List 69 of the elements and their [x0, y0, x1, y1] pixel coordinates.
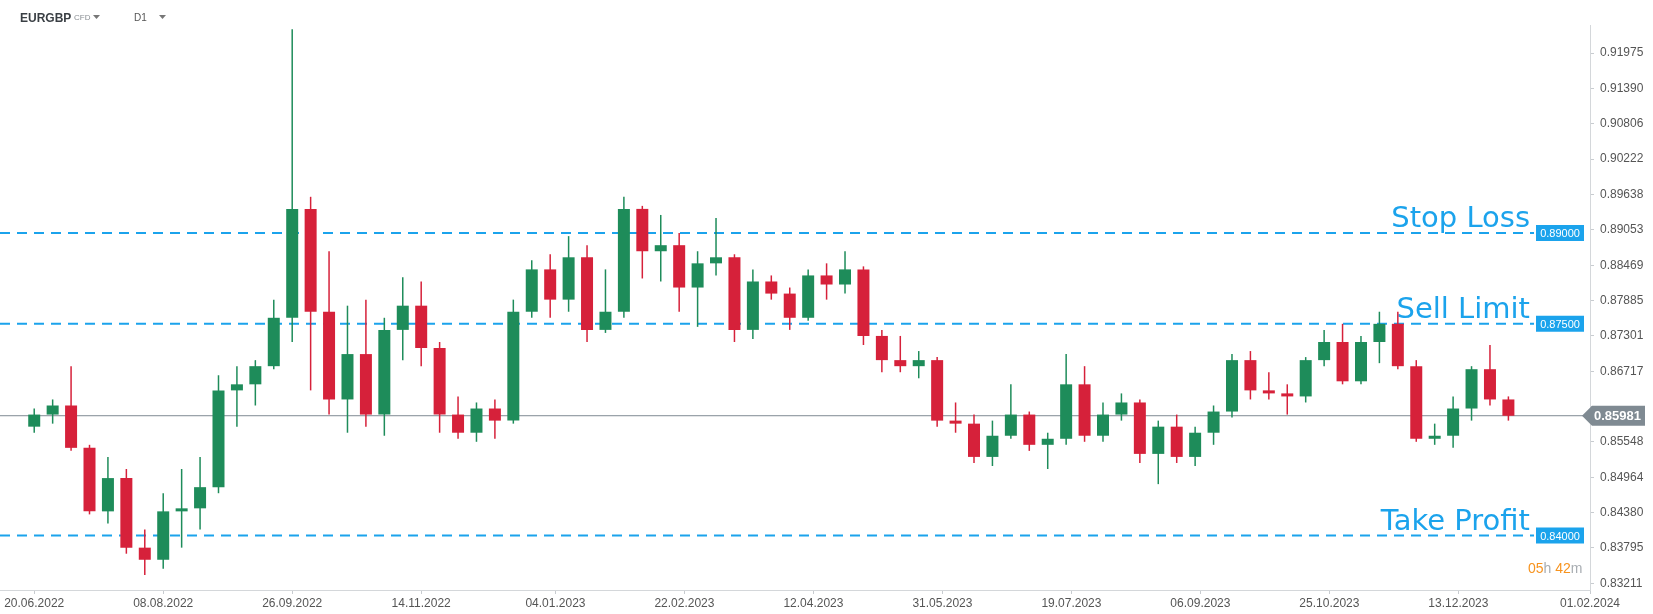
ref-line-label: 0.85981 [1594, 408, 1641, 424]
y-tick-label: 0.89638 [1600, 186, 1644, 201]
annotation: 0.84000 [1540, 529, 1580, 542]
ref-line-label: Sell Limit [1396, 290, 1530, 325]
y-tick-label: 0.89053 [1600, 222, 1644, 237]
candlestick [912, 350, 925, 380]
candlestick [986, 419, 999, 467]
y-tick-label: 0.87885 [1600, 292, 1644, 307]
candlestick [839, 250, 852, 295]
x-tick-label: 08.08.2022 [133, 595, 194, 610]
y-tick-label: 0.84380 [1600, 504, 1644, 519]
candlestick [230, 365, 243, 428]
candlestick [1207, 404, 1220, 446]
candlestick [138, 528, 151, 576]
annotation: 0.89000 [1540, 227, 1580, 240]
candlestick [1318, 329, 1331, 367]
candlestick [599, 268, 612, 334]
y-tick-label: 0.84964 [1600, 469, 1644, 484]
y-tick-label: 0.83795 [1600, 540, 1644, 555]
x-tick-label: 20.06.2022 [4, 595, 65, 610]
annotation: 0.87500 [1540, 317, 1580, 330]
chart-subtitle: CFD [74, 13, 91, 22]
x-tick-label: 19.07.2023 [1041, 595, 1102, 610]
candlestick [820, 262, 833, 301]
x-tick-label: 06.09.2023 [1170, 595, 1231, 610]
candlestick [1097, 401, 1109, 443]
candlestick [249, 359, 262, 407]
x-tick-label: 13.12.2023 [1428, 595, 1489, 610]
candlestick [452, 395, 465, 440]
x-tick-label: 22.02.2023 [654, 595, 715, 610]
y-tick-label: 0.88469 [1600, 257, 1644, 272]
x-tick-label: 31.05.2023 [912, 595, 973, 610]
x-tick-label: 12.04.2023 [783, 595, 844, 610]
y-tick-label: 0.86717 [1600, 363, 1644, 378]
x-tick-label: 26.09.2022 [262, 595, 323, 610]
text: D1 [134, 12, 147, 23]
candlestick [765, 274, 778, 301]
y-tick-label: 0.87301 [1600, 328, 1644, 343]
candlestick [894, 335, 907, 373]
candlestick [949, 401, 962, 434]
candlestick [654, 214, 667, 283]
candlestick [1004, 383, 1017, 440]
annotation: 05h 42m [1528, 560, 1583, 576]
candlestick [1281, 383, 1294, 416]
y-tick-label: 0.91975 [1600, 45, 1644, 60]
candlestick [1041, 431, 1054, 470]
y-tick-label: 0.90806 [1600, 116, 1644, 131]
y-tick-label: 0.90222 [1600, 151, 1644, 166]
candlestick [710, 217, 723, 277]
candlestick [1115, 392, 1128, 422]
candlestick [488, 398, 501, 440]
candlestick [28, 407, 41, 434]
chart-title: EURGBP [20, 11, 72, 25]
candlestick [1373, 310, 1386, 364]
ref-line-label: Take Profit [1379, 502, 1530, 537]
y-tick-label: 0.83211 [1600, 575, 1643, 590]
x-tick-label: 14.11.2022 [391, 595, 452, 610]
candlestick [175, 468, 188, 549]
candlestick [46, 398, 59, 425]
x-tick-label: 01.02.2024 [1559, 595, 1621, 610]
candlestick [1262, 371, 1275, 401]
x-tick-label: 25.10.2023 [1299, 595, 1360, 610]
candlestick [1428, 422, 1441, 446]
y-tick-label: 0.91390 [1600, 80, 1644, 95]
candlestick [194, 456, 207, 531]
ref-line-label: Stop Loss [1391, 200, 1530, 235]
candlestick [1502, 395, 1515, 422]
y-tick-label: 0.85548 [1600, 434, 1644, 449]
x-tick-label: 04.01.2023 [525, 595, 586, 610]
